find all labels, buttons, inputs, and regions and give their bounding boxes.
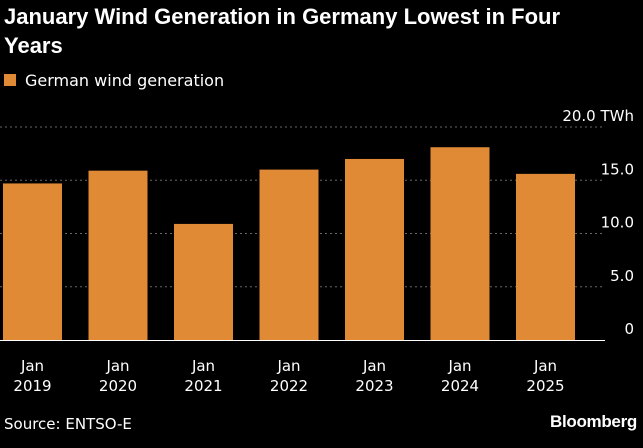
bar [259,169,319,340]
x-tick-label-year: 2025 [526,377,564,395]
y-tick-label: 10.0 [601,214,634,232]
legend: German wind generation [4,70,224,90]
source-note: Source: ENTSO-E [4,415,132,433]
bar [88,170,148,340]
x-tick-label-month: Jan [20,357,44,375]
bar [516,173,575,340]
y-tick-label: 5.0 [610,267,634,285]
bar [430,147,490,340]
bloomberg-logo: Bloomberg [549,412,637,431]
x-tick-label-month: Jan [362,357,386,375]
x-tick-label-month: Jan [191,357,215,375]
x-tick-label-month: Jan [533,357,557,375]
x-tick-label-year: 2024 [441,377,479,395]
legend-label: German wind generation [25,70,225,90]
x-tick-label-month: Jan [276,357,300,375]
bar [174,223,233,340]
y-tick-label: 0 [624,320,634,338]
x-tick-label-year: 2020 [99,377,137,395]
x-tick-label-year: 2023 [355,377,393,395]
x-tick-label-year: 2021 [184,377,222,395]
y-tick-label: 20.0 TWh [562,107,634,125]
chart-title: January Wind Generation in Germany Lowes… [4,4,561,58]
x-tick-label-month: Jan [105,357,129,375]
bar [3,183,62,340]
x-tick-label-month: Jan [447,357,471,375]
bar [345,158,404,340]
y-tick-label: 15.0 [601,160,634,178]
x-tick-label-year: 2022 [270,377,308,395]
legend-swatch [4,74,16,86]
x-tick-label-year: 2019 [13,377,51,395]
